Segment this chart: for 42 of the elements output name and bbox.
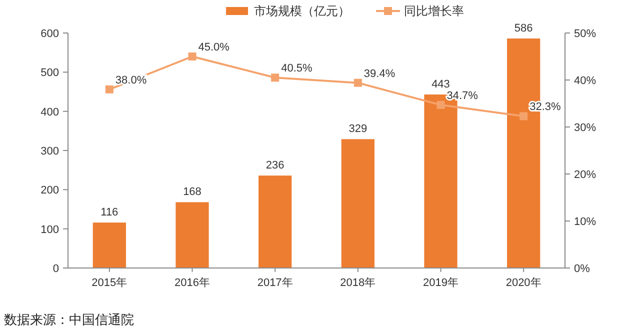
y-tick-label: 200 <box>40 184 59 197</box>
point <box>271 74 280 82</box>
data-label: 116 <box>100 206 118 219</box>
data-label: 34.7% <box>446 90 478 102</box>
x-tick-label: 2019年 <box>423 277 458 289</box>
y-tick-label: 400 <box>40 106 59 118</box>
point <box>520 112 528 120</box>
data-label: 443 <box>432 78 450 90</box>
bar <box>92 222 126 268</box>
x-tick-label: 2016年 <box>174 277 210 289</box>
data-label: 168 <box>183 186 202 198</box>
source-note: 数据来源：中国信通院 <box>4 312 134 327</box>
bar <box>176 202 209 268</box>
legend-label: 同比增长率 <box>404 4 464 18</box>
y2-tick-label: 10% <box>574 216 596 228</box>
y2-tick-label: 40% <box>574 75 596 87</box>
y-tick-label: 0 <box>52 263 59 275</box>
data-label: 586 <box>514 22 533 34</box>
point <box>188 52 196 60</box>
y2-tick-label: 20% <box>574 169 596 181</box>
y2-tick-label: 30% <box>574 122 596 134</box>
bar <box>258 176 292 268</box>
legend-label: 市场规模（亿元） <box>254 4 350 18</box>
y-tick-label: 100 <box>40 224 59 236</box>
point <box>436 100 445 109</box>
point <box>354 78 362 87</box>
x-tick-label: 2015年 <box>92 277 128 289</box>
y2-tick-label: 50% <box>574 28 596 40</box>
data-label: 39.4% <box>364 68 396 80</box>
y-tick-label: 300 <box>40 146 59 158</box>
x-tick-label: 2018年 <box>340 277 376 289</box>
point <box>105 85 114 94</box>
data-label: 329 <box>348 123 368 136</box>
x-tick-label: 2017年 <box>257 277 293 289</box>
y2-tick-label: 0% <box>574 263 590 275</box>
data-label: 40.5% <box>281 62 312 75</box>
y-tick-label: 600 <box>40 28 59 40</box>
bar <box>341 139 374 268</box>
x-tick-label: 2020年 <box>506 277 542 289</box>
data-label: 236 <box>266 160 284 172</box>
y-tick-label: 500 <box>40 67 59 80</box>
data-label: 45.0% <box>198 42 230 54</box>
